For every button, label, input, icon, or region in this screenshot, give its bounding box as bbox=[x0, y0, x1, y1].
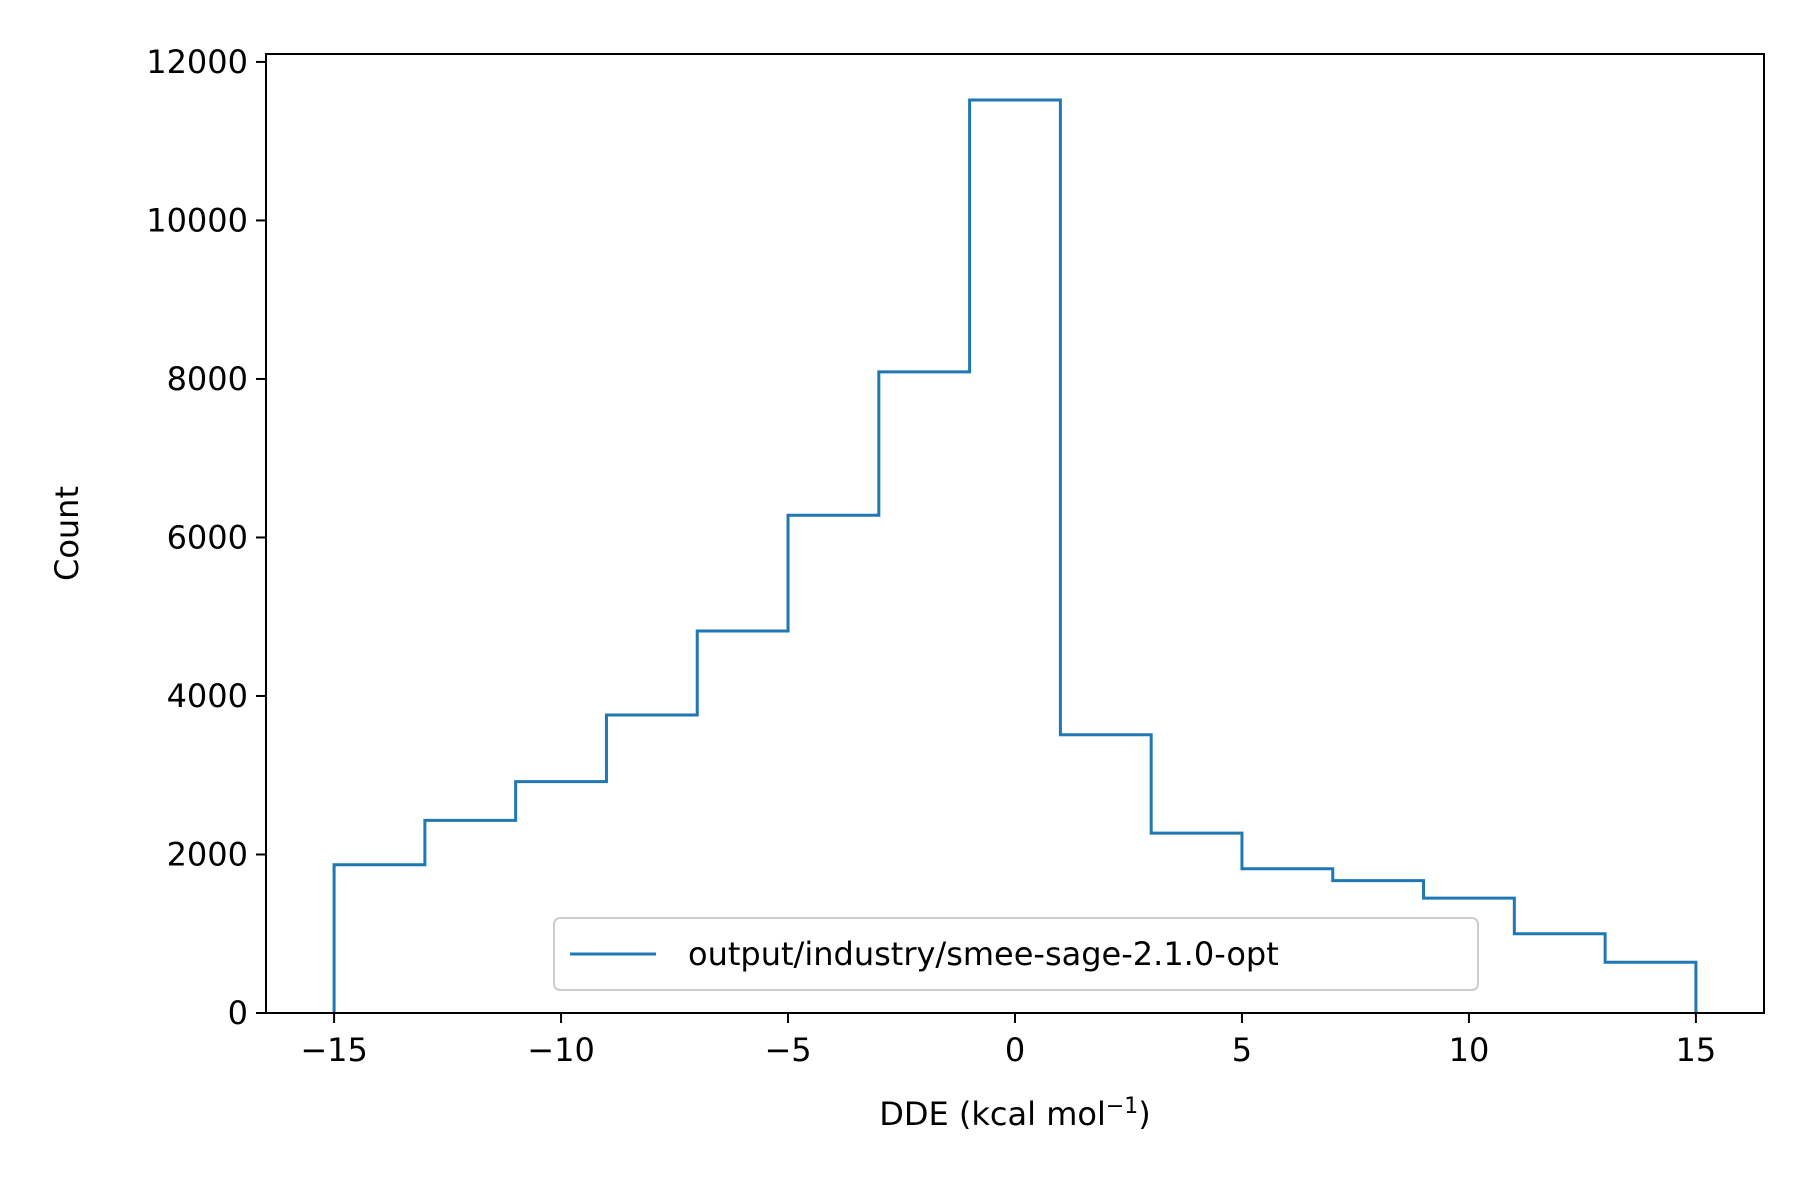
x-axis-label: DDE (kcal mol−1) bbox=[879, 1094, 1151, 1133]
x-axis: −15 −10 −5 0 5 10 15 bbox=[300, 1013, 1716, 1069]
x-axis-label-main: DDE (kcal mol bbox=[879, 1095, 1106, 1133]
x-axis-label-close: ) bbox=[1138, 1095, 1150, 1133]
x-tick-label: −10 bbox=[527, 1031, 595, 1069]
y-tick-label: 12000 bbox=[146, 43, 248, 81]
y-tick-label: 10000 bbox=[146, 201, 248, 239]
x-tick-label: 0 bbox=[1005, 1031, 1025, 1069]
y-tick-label: 6000 bbox=[167, 518, 248, 556]
x-axis-label-superscript: −1 bbox=[1106, 1094, 1138, 1119]
y-axis-label: Count bbox=[48, 486, 86, 581]
y-tick-label: 8000 bbox=[167, 360, 248, 398]
legend: output/industry/smee-sage-2.1.0-opt bbox=[553, 917, 1479, 991]
x-tick-label: −5 bbox=[764, 1031, 811, 1069]
legend-label: output/industry/smee-sage-2.1.0-opt bbox=[688, 935, 1279, 973]
y-axis: 0 2000 4000 6000 8000 10000 12000 bbox=[146, 43, 266, 1032]
x-tick-label: 15 bbox=[1676, 1031, 1717, 1069]
histogram-step-line bbox=[332, 98, 1698, 1013]
y-tick-label: 0 bbox=[228, 994, 248, 1032]
legend-box bbox=[553, 917, 1479, 991]
y-tick-label: 2000 bbox=[167, 835, 248, 873]
x-tick-label: −15 bbox=[300, 1031, 368, 1069]
x-tick-label: 5 bbox=[1232, 1031, 1252, 1069]
y-tick-label: 4000 bbox=[167, 677, 248, 715]
x-tick-label: 10 bbox=[1449, 1031, 1490, 1069]
